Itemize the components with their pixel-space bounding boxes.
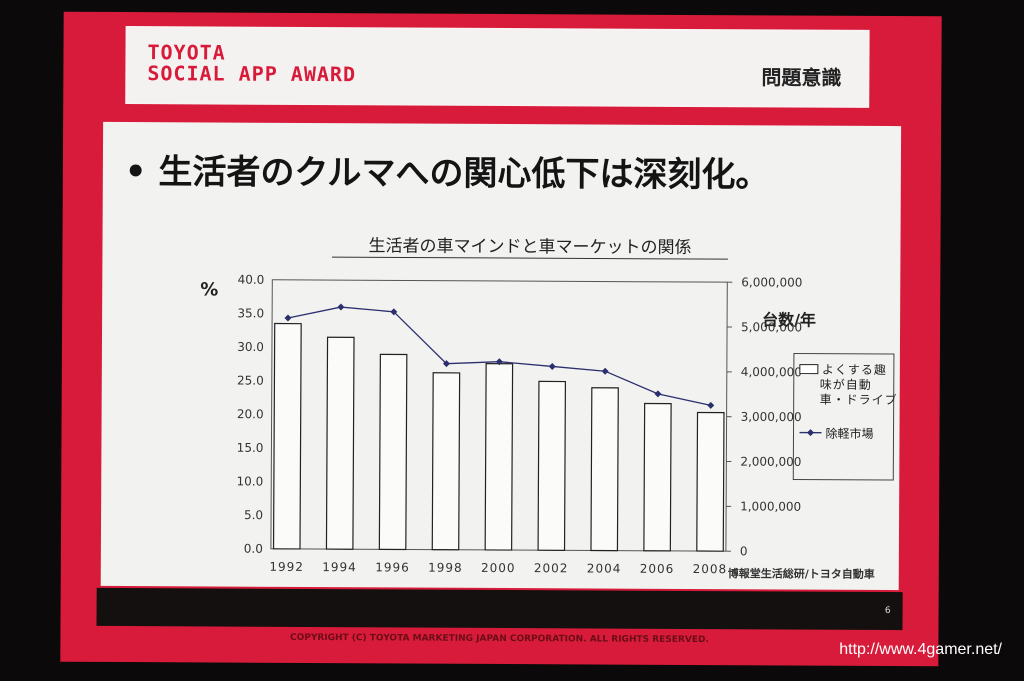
x-tick-label: 1998 [428,561,463,575]
line-point [337,303,345,311]
x-tick-label: 2006 [640,562,675,576]
y-tick-label: 40.0 [238,273,265,287]
line-point [284,314,292,322]
bar [431,372,461,551]
combo-chart: 生活者の車マインドと車マーケットの関係% 台数/年 0.0 5.0 10.0 15.0 20… [200,236,898,576]
bar [643,402,672,552]
y2-tick-label: 3,000,000 [741,410,802,424]
footer-bar: 6 [96,587,903,631]
y2-tick-label: 6,000,000 [741,275,802,289]
legend-line-label: 除軽市場 [825,426,873,441]
legend-bar-label: 車・ドライブ [820,392,898,407]
source-credit: 博報堂生活総研/トヨタ自動車 [727,567,875,581]
x-tick-label: 2008 [693,562,728,576]
slide-body: • 生活者のクルマへの関心低下は深刻化。 生活者の車マインドと車マーケットの関係… [100,121,902,591]
section-title: 問題意識 [761,65,842,90]
line-point [548,362,556,370]
y2-tick-label: 0 [740,544,748,558]
y-tick-label: 25.0 [237,373,264,387]
bar [537,380,567,551]
x-tick-label: 2000 [481,561,516,575]
y2-axis-label: 台数/年 [762,310,816,329]
y-tick-label: 10.0 [236,474,263,488]
x-tick-label: 2002 [534,561,569,575]
line-point [495,358,503,366]
y-tick-label: 30.0 [237,340,264,354]
slide-frame: TOYOTA SOCIAL APP AWARD 問題意識 • 生活者のクルマへの… [60,11,942,667]
x-tick-label: 1994 [322,560,357,574]
bar [484,363,514,551]
legend-line-marker [807,429,815,437]
line-point [601,367,609,375]
line-point [654,390,662,398]
x-tick-label: 1992 [269,560,304,574]
legend-bar-label: 味が自動 [820,377,872,392]
legend-bar-swatch [799,364,819,375]
slide-header: TOYOTA SOCIAL APP AWARD 問題意識 [127,28,868,106]
brand-logo: TOYOTA SOCIAL APP AWARD [147,40,357,87]
y2-tick-label: 5,000,000 [741,320,802,334]
line-point [442,360,450,368]
y-tick-label: 35.0 [237,306,264,320]
line-point [707,401,715,409]
line-point [390,308,398,316]
bar [590,387,619,552]
y2-tick-label: 2,000,000 [740,455,801,469]
x-tick-label: 2004 [587,561,622,575]
y-tick-label: 0.0 [244,542,263,556]
y-tick-label: 5.0 [244,508,263,522]
watermark-url: http://www.4gamer.net/ [839,641,1002,658]
copyright-text: COPYRIGHT (C) TOYOTA MARKETING JAPAN COR… [289,632,709,646]
bar [696,411,725,552]
page-number: 6 [884,606,891,617]
y-axis-label: % [200,279,218,300]
x-tick-label: 1996 [375,560,410,574]
chart-title: 生活者の車マインドと車マーケットの関係 [368,236,691,258]
y2-tick-label: 4,000,000 [741,365,802,379]
legend-bar-label: よくする趣 [822,362,887,377]
bar [378,353,408,551]
y-tick-label: 15.0 [237,441,264,455]
brand-line-2: SOCIAL APP AWARD [147,61,357,87]
legend-box [792,353,895,481]
chart-title-underline [331,256,728,260]
bar [325,336,355,550]
y-tick-label: 20.0 [237,407,264,421]
y2-tick-label: 1,000,000 [740,499,801,513]
bar [272,322,302,550]
